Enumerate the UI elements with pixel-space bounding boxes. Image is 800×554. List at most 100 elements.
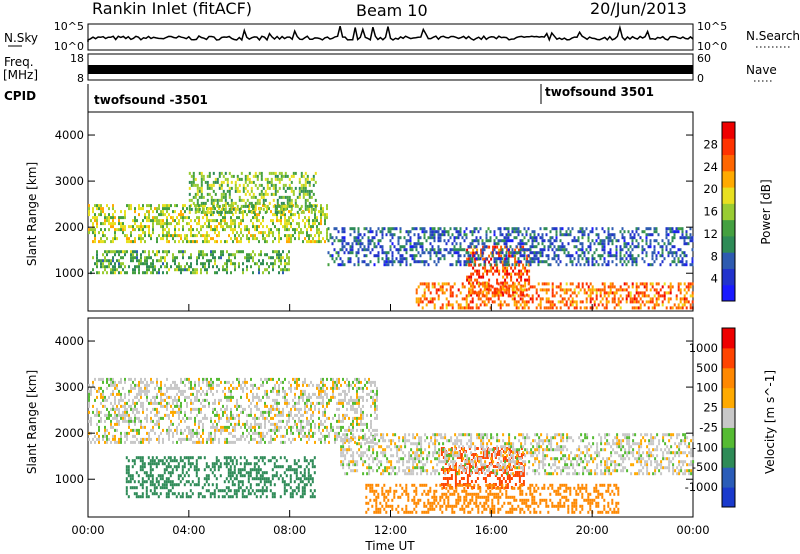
colorbar-tick-label: 8 — [711, 249, 718, 263]
echo-cell — [254, 207, 257, 211]
echo-cell — [465, 300, 468, 304]
echo-cell — [204, 377, 206, 381]
echo-cell — [417, 236, 420, 240]
echo-cell — [212, 171, 215, 175]
echo-cell — [252, 437, 254, 441]
echo-cell — [324, 437, 326, 441]
echo-cell — [304, 434, 306, 438]
echo-cell — [202, 431, 204, 435]
echo-cell — [137, 456, 140, 460]
echo-cell — [200, 434, 202, 438]
echo-cell — [240, 383, 242, 387]
echo-cell — [108, 207, 110, 211]
echo-cell — [118, 265, 120, 269]
echo-cell — [200, 174, 203, 178]
echo-cell — [172, 219, 174, 223]
echo-cell — [583, 306, 586, 310]
echo-cell — [276, 177, 279, 181]
echo-cell — [367, 230, 370, 234]
echo-cell — [226, 262, 228, 266]
echo-cell — [182, 240, 184, 244]
echo-cell — [196, 201, 199, 205]
echo-cell — [537, 294, 540, 298]
echo-cell — [262, 262, 264, 266]
echo-cell — [342, 401, 344, 405]
echo-cell — [357, 242, 360, 246]
echo-cell — [395, 257, 398, 261]
echo-cell — [196, 392, 198, 396]
echo-cell — [316, 204, 318, 208]
echo-cell — [150, 419, 152, 423]
echo-cell — [242, 219, 244, 223]
echo-cell — [168, 395, 170, 399]
echo-cell — [441, 303, 444, 307]
echo-cell — [322, 395, 324, 399]
echo-cell — [155, 480, 158, 484]
echo-cell — [463, 248, 466, 252]
echo-cell — [276, 219, 278, 223]
echo-cell — [683, 242, 686, 246]
echo-cell — [346, 401, 348, 405]
echo-cell — [288, 222, 290, 226]
echo-cell — [244, 228, 246, 232]
echo-cell — [128, 398, 130, 402]
echo-cell — [216, 234, 218, 238]
echo-cell — [130, 259, 132, 263]
echo-cell — [599, 300, 602, 304]
echo-cell — [310, 395, 312, 399]
echo-cell — [163, 486, 166, 490]
echo-cell — [300, 395, 302, 399]
echo-cell — [421, 260, 424, 264]
echo-cell — [479, 291, 482, 295]
echo-cell — [637, 285, 640, 289]
echo-cell — [208, 434, 210, 438]
echo-cell — [166, 401, 168, 405]
echo-cell — [483, 303, 486, 307]
echo-cell — [607, 239, 610, 243]
echo-cell — [524, 266, 527, 270]
echo-cell — [312, 207, 315, 211]
echo-cell — [310, 407, 312, 411]
echo-cell — [423, 236, 426, 240]
echo-cell — [300, 174, 303, 178]
echo-cell — [312, 431, 314, 435]
echo-cell — [603, 285, 606, 289]
echo-cell — [157, 459, 160, 463]
echo-cell — [603, 288, 606, 292]
echo-cell — [358, 422, 360, 426]
echo-cell — [208, 183, 211, 187]
echo-cell — [102, 377, 104, 381]
echo-cell — [609, 239, 612, 243]
echo-cell — [218, 419, 220, 423]
echo-cell — [581, 227, 584, 231]
echo-cell — [535, 291, 538, 295]
echo-cell — [92, 216, 94, 220]
echo-cell — [401, 254, 404, 258]
echo-cell — [500, 293, 503, 297]
echo-cell — [270, 219, 272, 223]
echo-cell — [148, 219, 150, 223]
echo-cell — [298, 237, 300, 241]
echo-cell — [122, 228, 124, 232]
echo-cell — [531, 242, 534, 246]
echo-cell — [170, 234, 172, 238]
echo-cell — [501, 248, 504, 252]
echo-cell — [473, 254, 476, 258]
echo-cell — [280, 262, 282, 266]
echo-cell — [169, 456, 172, 460]
echo-cell — [240, 171, 243, 175]
echo-cell — [270, 262, 272, 266]
echo-cell — [106, 219, 108, 223]
echo-cell — [322, 398, 324, 402]
echo-cell — [480, 251, 483, 255]
echo-cell — [441, 254, 444, 258]
echo-cell — [94, 386, 96, 390]
echo-cell — [528, 263, 531, 267]
echo-cell — [689, 227, 692, 231]
echo-cell — [138, 386, 140, 390]
echo-cell — [322, 410, 324, 414]
echo-cell — [236, 437, 238, 441]
echo-cell — [479, 303, 482, 307]
